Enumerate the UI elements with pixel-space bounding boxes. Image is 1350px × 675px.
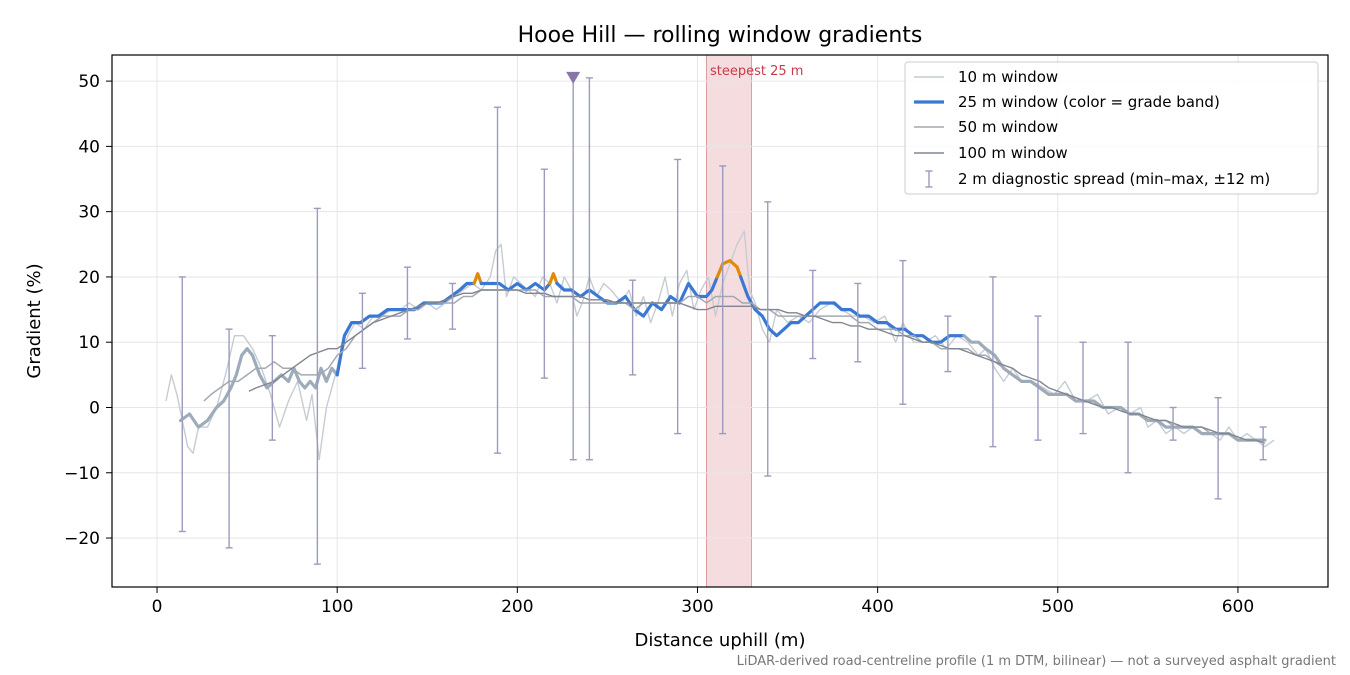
legend: 10 m window 25 m window (color = grade ba…	[904, 61, 1319, 195]
x-tick-label: 500	[1042, 597, 1074, 617]
x-axis-label: Distance uphill (m)	[635, 630, 806, 651]
peak-marker-triangle	[566, 71, 581, 84]
x-tick-label: 0	[152, 597, 163, 617]
x-tick-label: 600	[1222, 597, 1254, 617]
series-50m-line	[203, 289, 1256, 441]
legend-label: 25 m window (color = grade band)	[958, 93, 1220, 111]
plot-frame	[111, 54, 1329, 588]
steepest-band-layer	[706, 54, 752, 588]
tick-layer: 0 100 200 300 400 500 600 −20 −10 0 10 20 30 40 50	[64, 72, 1254, 617]
y-tick-label: 10	[78, 333, 100, 353]
x-tick-label: 100	[321, 597, 353, 617]
errorbar-layer	[178, 77, 1267, 565]
series-25m-segment-blue	[479, 281, 552, 292]
y-tick-label: 40	[78, 137, 100, 157]
steepest-band-label: steepest 25 m	[710, 64, 803, 79]
legend-items: 10 m window 25 m window (color = grade ba…	[914, 68, 1270, 188]
series-25m-segment-blue	[335, 281, 476, 377]
y-axis-label: Gradient (%)	[24, 263, 45, 378]
series-25m-segment-grey	[178, 347, 339, 429]
x-tick-label: 200	[501, 597, 533, 617]
legend-label: 50 m window	[958, 118, 1058, 136]
marker-layer	[566, 71, 581, 84]
y-tick-label: 30	[78, 203, 100, 223]
x-tick-label: 300	[681, 597, 713, 617]
chart-title: Hooe Hill — rolling window gradients	[518, 23, 923, 48]
steepest-band	[706, 54, 752, 588]
series-layer	[165, 230, 1275, 461]
series-25m-segment-orange	[472, 272, 483, 286]
series-25m-segment-blue	[739, 275, 966, 344]
legend-label: 100 m window	[958, 144, 1068, 162]
legend-box	[904, 61, 1319, 195]
series-100m-line	[248, 289, 1266, 445]
series-25m-segment-blue	[555, 275, 719, 318]
y-tick-label: 0	[89, 398, 100, 418]
y-tick-label: 50	[78, 72, 100, 92]
series-25m-segment-orange	[715, 259, 743, 279]
legend-label: 2 m diagnostic spread (min–max, ±12 m)	[958, 170, 1270, 188]
footnote: LiDAR-derived road-centreline profile (1…	[737, 654, 1336, 669]
y-tick-label: −10	[64, 464, 100, 484]
series-25m-segment-orange	[548, 272, 559, 286]
legend-label: 10 m window	[958, 68, 1058, 86]
y-tick-label: −20	[64, 529, 100, 549]
y-tick-label: 20	[78, 268, 100, 288]
x-tick-label: 400	[861, 597, 893, 617]
